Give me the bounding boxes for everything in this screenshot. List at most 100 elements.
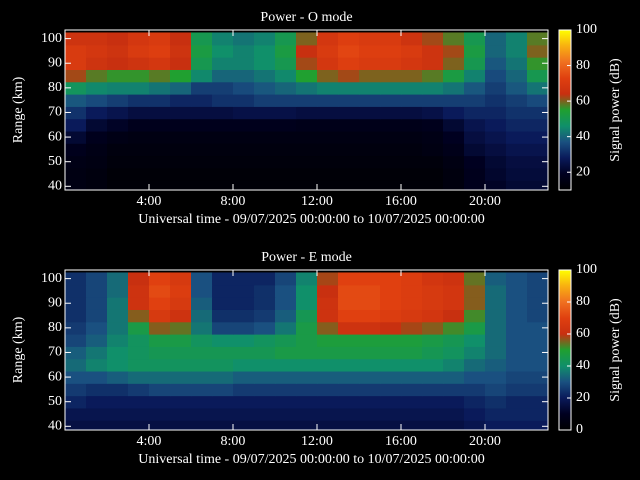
heatmap-cell (359, 118, 381, 132)
heatmap-cell (527, 346, 548, 360)
heatmap-cell (506, 118, 528, 132)
heatmap-cell (170, 346, 192, 360)
heatmap-cell (485, 407, 507, 421)
heatmap-cell (128, 284, 150, 298)
heatmap-cell (485, 370, 507, 384)
heatmap-cell (233, 297, 255, 310)
heatmap-cell (485, 44, 507, 58)
heatmap-cell (191, 370, 213, 384)
heatmap-cell (86, 44, 108, 58)
heatmap-cell (464, 106, 486, 120)
heatmap-cell (191, 284, 213, 298)
heatmap-cell (380, 32, 402, 46)
heatmap-cell (338, 57, 360, 70)
heatmap-cell (338, 106, 360, 120)
heatmap-cell (128, 94, 150, 107)
heatmap-cell (212, 32, 234, 46)
heatmap-cell (359, 143, 381, 157)
heatmap-cell (317, 44, 339, 58)
heatmap-cell (422, 334, 444, 347)
heatmap-cell (317, 57, 339, 70)
heatmap-cell (464, 358, 486, 372)
heatmap-cell (359, 69, 381, 83)
heatmap-cell (296, 118, 318, 132)
heatmap-cell (107, 94, 129, 107)
heatmap-cell (86, 370, 108, 384)
y-tick-label: 50 (48, 154, 62, 169)
heatmap-cell (65, 358, 87, 372)
heatmap-cell (506, 420, 528, 430)
heatmap-cell (191, 420, 213, 430)
heatmap-cell (401, 334, 423, 347)
heatmap-cell (464, 155, 486, 169)
heatmap-cell (443, 358, 465, 372)
heatmap-cell (401, 309, 423, 323)
heatmap-cell (485, 284, 507, 298)
y-tick-label: 100 (41, 271, 62, 286)
heatmap-cell (380, 44, 402, 58)
y-tick-label: 90 (48, 55, 62, 70)
heatmap-cell (233, 272, 255, 286)
heatmap-cell (191, 180, 213, 190)
heatmap-cell (254, 57, 276, 70)
heatmap-cell (275, 334, 297, 347)
heatmap-cell (506, 407, 528, 421)
heatmap-cell (107, 143, 129, 157)
heatmap-cell (422, 407, 444, 421)
heatmap-cell (128, 321, 150, 335)
heatmap-cell (191, 106, 213, 120)
heatmap-cell (254, 407, 276, 421)
heatmap-cell (359, 81, 381, 95)
heatmap-cell (443, 69, 465, 83)
heatmap-cell (233, 155, 255, 169)
heatmap-cell (485, 395, 507, 409)
heatmap-cell (485, 272, 507, 286)
heatmap-cell (443, 118, 465, 132)
heatmap-cell (443, 130, 465, 144)
heatmap-cell (464, 284, 486, 298)
heatmap-cell (464, 180, 486, 190)
heatmap-cell (107, 155, 129, 169)
heatmap-cell (128, 81, 150, 95)
heatmap-cell (401, 297, 423, 310)
heatmap-cell (464, 420, 486, 430)
heatmap-cell (86, 69, 108, 83)
heatmap-cell (128, 44, 150, 58)
heatmap-cell (296, 284, 318, 298)
heatmap-cell (464, 407, 486, 421)
x-tick-label: 4:00 (137, 434, 162, 449)
heatmap-cell (86, 180, 108, 190)
heatmap-cell (233, 57, 255, 70)
heatmap-cell (464, 383, 486, 397)
heatmap-cell (506, 32, 528, 46)
heatmap-cell (401, 155, 423, 169)
heatmap-cell (86, 395, 108, 409)
heatmap-cell (149, 346, 171, 360)
heatmap-cell (296, 155, 318, 169)
heatmap-cell (296, 272, 318, 286)
heatmap-cell (506, 297, 528, 310)
heatmap-cell (107, 407, 129, 421)
heatmap-cell (506, 180, 528, 190)
heatmap-cell (422, 155, 444, 169)
heatmap-cell (212, 346, 234, 360)
heatmap-cell (380, 81, 402, 95)
colorbar-tick-label: 40 (576, 358, 590, 373)
heatmap-cell (212, 297, 234, 310)
heatmap-cell (65, 167, 87, 181)
heatmap-cell (422, 130, 444, 144)
heatmap-cell (296, 167, 318, 181)
heatmap-cell (128, 180, 150, 190)
heatmap-cell (359, 94, 381, 107)
heatmap-cell (527, 383, 548, 397)
heatmap-cell (338, 143, 360, 157)
heatmap-cell (485, 297, 507, 310)
heatmap-cell (485, 57, 507, 70)
heatmap-cell (380, 94, 402, 107)
heatmap-cell (170, 309, 192, 323)
heatmap-cell (443, 143, 465, 157)
heatmap-cell (275, 44, 297, 58)
heatmap-cell (170, 272, 192, 286)
heatmap-cell (170, 130, 192, 144)
heatmap-cell (401, 180, 423, 190)
